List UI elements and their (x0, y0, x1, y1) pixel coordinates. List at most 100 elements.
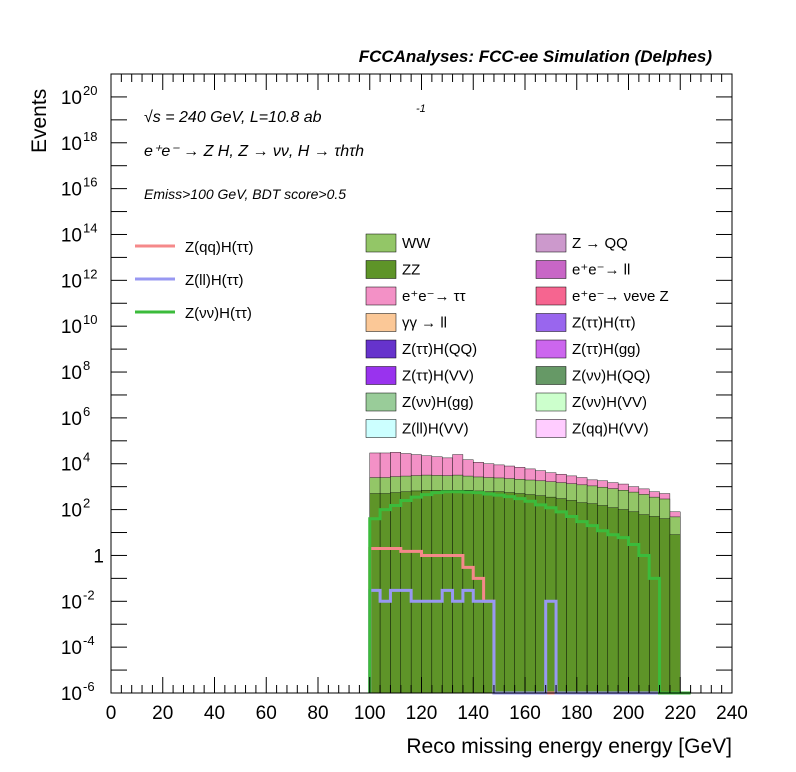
legend-fill-label: γγ → ll (402, 315, 447, 332)
legend-fill-swatch (365, 260, 397, 279)
legend-lines: Z(qq)H(ττ) Z(ll)H(ττ) Z(νν)H(ττ) (135, 239, 254, 322)
legend-fill-label: Z(νν)H(VV) (572, 394, 647, 411)
legend-fill-label: Z → QQ (572, 235, 628, 252)
y-tick-exponent: 8 (83, 358, 90, 373)
y-tick-label: 10 (61, 455, 82, 476)
x-tick-label: 200 (613, 703, 645, 724)
y-tick-exponent: -6 (83, 679, 95, 694)
legend-fill-swatch (535, 339, 567, 359)
legend-fill-label: e⁺e⁻→ ττ (402, 288, 466, 305)
x-tick-label: 180 (561, 703, 593, 724)
histogram-bar (566, 500, 577, 694)
histogram-bar (493, 491, 505, 694)
legend-fill-swatch (535, 366, 567, 385)
histogram-bar (659, 518, 671, 694)
chart-title: FCCAnalyses: FCC-ee Simulation (Delphes) (359, 47, 713, 66)
legend-fill-label: ZZ (402, 262, 420, 279)
legend-fill-swatch (535, 392, 567, 412)
histogram-bar (504, 492, 515, 694)
y-tick-label: 10 (61, 134, 82, 155)
legend-fill-swatch (535, 260, 567, 279)
legend-line-label: Z(νν)H(ττ) (185, 305, 252, 322)
x-tick-label: 220 (664, 703, 696, 724)
y-tick-label: 10 (61, 180, 82, 201)
x-tick-label: 160 (509, 703, 541, 724)
histogram-bar (535, 495, 546, 694)
legend-line-label: Z(ll)H(ττ) (185, 272, 244, 289)
annotation-block: √s = 240 GeV, L=10.8 ab -1 e⁺e⁻ → Z H, Z… (144, 103, 426, 202)
legend-fill-label: Z(ll)H(VV) (402, 421, 469, 438)
histogram-bar (390, 492, 402, 694)
legend-fill-swatch (365, 313, 397, 332)
legend-fill-label: WW (402, 235, 431, 252)
cuts-text: Emiss>100 GeV, BDT score>0.5 (144, 186, 346, 202)
legend-fills: WW Z → QQ ZZ e⁺e⁻→ ll e⁺e⁻→ ττ e⁺e⁻→ νeνe Z γγ… (365, 233, 669, 438)
histogram-bar (638, 514, 650, 694)
y-tick-label: 10 (61, 638, 82, 659)
y-tick-label: 10 (61, 501, 82, 522)
x-tick-label: 120 (406, 703, 438, 724)
histogram-bar (369, 493, 381, 694)
histogram-bar (669, 534, 681, 694)
y-tick-exponent: 4 (83, 450, 90, 465)
y-tick-exponent: 6 (83, 404, 90, 419)
legend-fill-label: Z(qq)H(VV) (572, 421, 649, 438)
legend-fill-swatch (365, 419, 397, 438)
legend-fill-swatch (535, 233, 567, 253)
legend-line-label: Z(qq)H(ττ) (185, 239, 254, 256)
process-text: e⁺e⁻ → Z H, Z → νν, H → τhτh (144, 143, 364, 160)
histogram-bar (421, 490, 433, 694)
legend-fill-label: Z(ττ)H(QQ) (402, 341, 477, 358)
legend-fill-label: Z(ττ)H(gg) (572, 341, 641, 358)
histogram-bar (524, 494, 536, 694)
legend-fill-label: Z(ττ)H(ττ) (572, 315, 636, 332)
x-tick-label: 140 (457, 703, 489, 724)
x-tick-label: 100 (354, 703, 386, 724)
histogram-bar (649, 516, 660, 694)
histogram-bar (597, 505, 609, 694)
legend-fill-swatch (535, 313, 567, 332)
y-tick-label: 10 (61, 684, 82, 705)
histogram-bar (379, 493, 391, 694)
histogram-bar (473, 490, 484, 694)
y-tick-label: 10 (61, 271, 82, 292)
x-tick-label: 0 (106, 703, 117, 724)
histogram-bar (586, 503, 598, 694)
histogram-bar (514, 493, 526, 694)
y-tick-label: 10 (61, 88, 82, 109)
legend-fill-swatch (535, 419, 567, 438)
x-axis-label: Reco missing energy energy [GeV] (406, 735, 732, 758)
legend-fill-label: e⁺e⁻→ ll (572, 262, 630, 279)
legend-fill-swatch (365, 286, 397, 306)
histogram-bar (483, 491, 495, 694)
y-tick-exponent: 2 (83, 496, 90, 511)
y-tick-label: 10 (61, 409, 82, 430)
legend-fill-label: Z(ττ)H(VV) (402, 368, 474, 385)
y-tick-exponent: 10 (83, 312, 97, 327)
y-tick-exponent: 18 (83, 129, 97, 144)
x-axis-ticks: 0 20 40 60 80 100 120 140 160 180 200 220 240 (106, 74, 748, 724)
histogram-bar (555, 498, 567, 694)
histogram-bar (545, 496, 557, 694)
y-tick-label: 10 (61, 363, 82, 384)
energy-lumi-text: √s = 240 GeV, L=10.8 ab (144, 109, 322, 126)
y-tick-label: 10 (61, 592, 82, 613)
x-tick-label: 60 (256, 703, 277, 724)
y-tick-label: 10 (61, 317, 82, 338)
legend-fill-swatch (365, 366, 397, 385)
legend-fill-label: e⁺e⁻→ νeνe Z (572, 288, 669, 305)
x-tick-label: 20 (152, 703, 173, 724)
x-tick-label: 40 (204, 703, 225, 724)
legend-fill-label: Z(νν)H(QQ) (572, 368, 650, 385)
y-tick-exponent: -2 (83, 587, 95, 602)
legend-fill-swatch (365, 233, 397, 253)
histogram-bar (628, 511, 640, 694)
y-tick-exponent: -4 (83, 633, 95, 648)
y-tick-exponent: 14 (83, 220, 97, 235)
legend-fill-swatch (365, 392, 397, 412)
histogram-bar (576, 502, 588, 694)
legend-fill-swatch (365, 339, 397, 359)
histogram-bars (369, 452, 681, 694)
legend-fill-label: Z(νν)H(gg) (402, 394, 474, 411)
